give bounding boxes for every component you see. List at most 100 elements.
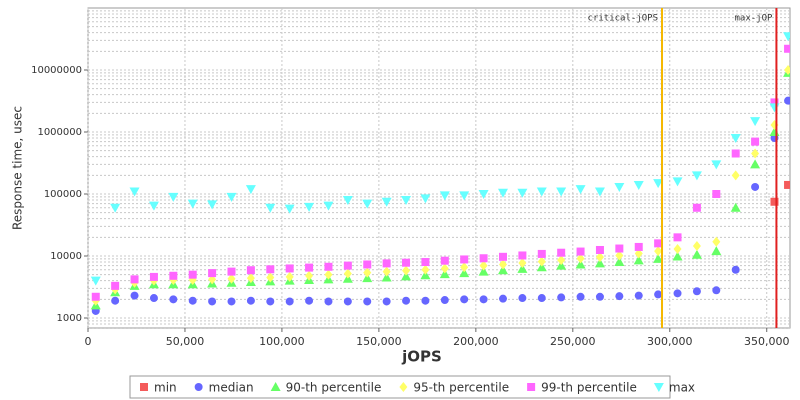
point: [634, 242, 643, 251]
point: [770, 197, 779, 206]
point: [246, 273, 255, 284]
point: [168, 192, 179, 202]
legend-label: median: [209, 381, 254, 395]
point: [770, 98, 779, 107]
point: [518, 258, 527, 269]
point: [784, 44, 790, 53]
legend-label: min: [154, 381, 177, 395]
point: [691, 249, 702, 259]
x-tick-label: 50,000: [166, 335, 205, 348]
point: [751, 137, 760, 146]
point: [784, 180, 790, 189]
point: [653, 253, 664, 263]
x-tick-label: 100,000: [259, 335, 305, 348]
point: [576, 292, 585, 301]
point: [285, 264, 294, 273]
point: [343, 268, 352, 279]
point: [614, 257, 625, 267]
point: [576, 253, 585, 264]
point: [731, 149, 740, 158]
x-tick-label: 250,000: [550, 335, 596, 348]
point: [672, 177, 683, 187]
point: [401, 196, 412, 206]
point: [691, 171, 702, 181]
point: [731, 265, 740, 274]
point: [208, 269, 217, 278]
point: [188, 296, 197, 305]
point: [285, 297, 294, 306]
point: [343, 261, 352, 270]
point: [712, 286, 721, 295]
point: [478, 190, 489, 200]
y-tick-label: 1000: [57, 313, 82, 324]
point: [712, 190, 721, 199]
point: [537, 256, 546, 267]
point: [227, 273, 236, 284]
point: [517, 188, 528, 198]
point: [324, 297, 333, 306]
point: [129, 187, 140, 197]
point: [784, 65, 790, 76]
point: [575, 185, 586, 195]
point: [518, 294, 527, 303]
point: [479, 254, 488, 263]
point: [227, 297, 236, 306]
point: [594, 258, 605, 268]
point: [595, 292, 604, 301]
point: [402, 265, 411, 276]
point: [536, 187, 547, 197]
point: [784, 96, 790, 105]
point: [692, 287, 701, 296]
point: [266, 265, 275, 274]
point: [730, 202, 741, 212]
point: [712, 236, 721, 247]
point: [527, 383, 536, 391]
point: [672, 251, 683, 261]
point: [460, 255, 469, 264]
point: [460, 262, 469, 273]
point: [557, 293, 566, 302]
x-tick-label: 350,000: [744, 335, 790, 348]
point: [381, 272, 392, 282]
point: [518, 251, 527, 260]
point: [305, 270, 314, 281]
legend-items: min median 90-th percentile 95-th percentil…: [140, 381, 695, 395]
point: [149, 272, 158, 281]
point: [557, 255, 566, 266]
point: [363, 267, 372, 278]
point: [187, 199, 198, 209]
point: [750, 159, 761, 169]
point: [439, 191, 450, 201]
point: [440, 256, 449, 265]
point: [479, 260, 488, 271]
point: [208, 297, 217, 306]
y-tick-label: 100000: [44, 189, 82, 200]
point: [363, 297, 372, 306]
point: [557, 248, 566, 257]
point: [420, 194, 431, 204]
point: [270, 382, 281, 391]
x-tick-label: 200,000: [453, 335, 499, 348]
point: [478, 266, 489, 276]
point: [362, 199, 373, 209]
point: [537, 294, 546, 303]
point: [479, 295, 488, 304]
point: [399, 382, 408, 392]
point: [226, 192, 237, 202]
point: [194, 383, 203, 391]
point: [653, 383, 664, 392]
point: [556, 187, 567, 197]
point: [673, 289, 682, 298]
point: [750, 117, 761, 127]
point: [285, 271, 294, 282]
point: [459, 268, 470, 278]
x-tick-label: 300,000: [647, 335, 693, 348]
point: [498, 252, 507, 261]
point: [382, 266, 391, 277]
legend-label: max: [669, 381, 695, 395]
point: [111, 296, 120, 305]
grid: [84, 8, 790, 332]
point: [731, 170, 740, 181]
y-axis-label: Response time, usec: [11, 106, 25, 230]
